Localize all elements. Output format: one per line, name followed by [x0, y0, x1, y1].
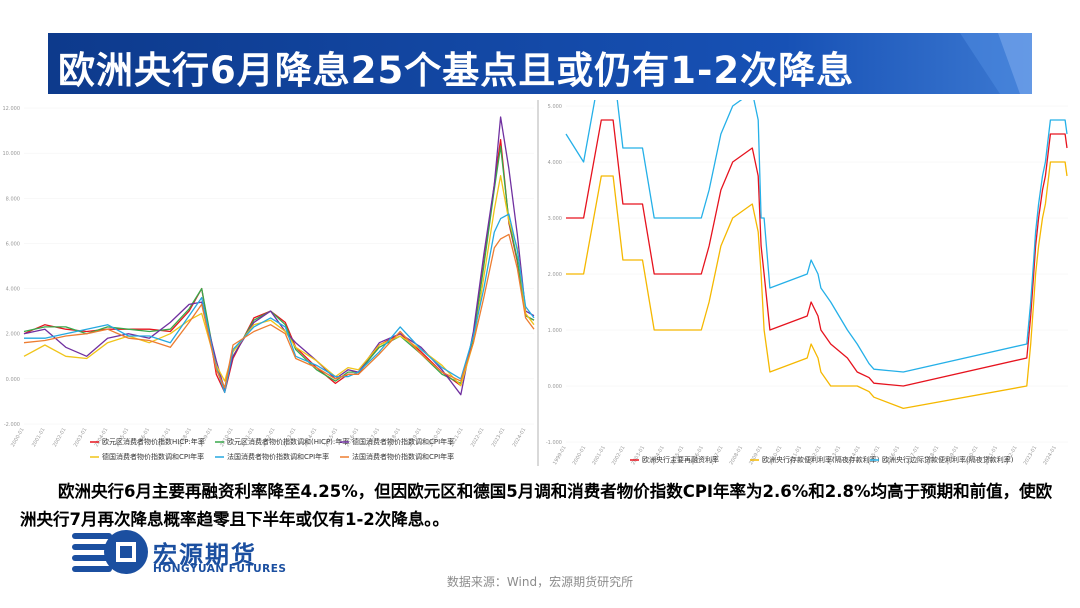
y-tick-label: 6.000 [6, 241, 20, 247]
y-tick-label: 0.000 [548, 384, 562, 390]
x-tick-label: 2000-01 [10, 427, 26, 448]
data-source: 数据来源：Wind，宏源期货研究所 [446, 575, 634, 589]
x-tick-label: 2024-01 [1042, 445, 1058, 466]
cpi-chart-panel: -2.000 0.000 2.000 4.000 6.000 8.000 10.000 12.… [2, 100, 536, 466]
x-tick-label: 2023-01 [1023, 445, 1039, 466]
legend-label: 欧洲央行边际贷款便利利率(隔夜贷款利率) [882, 455, 1014, 464]
x-tick-label: 2022-01 [470, 427, 486, 448]
legend-label: 欧元区消费者物价指数HICP:年率 [102, 437, 205, 446]
series-line-2 [565, 100, 1068, 373]
series-line-2 [23, 116, 535, 396]
series-line-0 [566, 119, 1068, 387]
x-tick-label: 2008-01 [729, 445, 745, 466]
legend-label: 德国消费者物价指数调和CPI年率 [102, 452, 204, 461]
y-tick-label: 4.000 [548, 160, 562, 166]
legend-label: 欧元区消费者物价指数调和(HICP):年率 [227, 437, 349, 446]
y-tick-label: 2.000 [548, 272, 562, 278]
legend-label: 法国消费者物价指数调和CPI年率 [227, 452, 329, 461]
x-tick-label: 2023-01 [491, 427, 507, 448]
y-tick-label: 0.000 [6, 377, 20, 383]
y-tick-label: 2.000 [6, 332, 20, 338]
y-tick-label: -1.000 [546, 440, 562, 446]
title-banner [48, 33, 1032, 94]
page-title: 欧洲央行6月降息25个基点且或仍有1-2次降息 [58, 49, 855, 92]
x-tick-label: 2003-01 [73, 427, 89, 448]
series-line-4 [24, 213, 535, 394]
y-tick-label: 8.000 [6, 196, 20, 202]
x-tick-label: 2001-01 [591, 445, 607, 466]
y-tick-label: 1.000 [548, 328, 562, 334]
legend-label: 欧洲央行存款便利利率(隔夜存款利率) [762, 455, 880, 464]
y-tick-label: 4.000 [6, 287, 20, 293]
legend-label: 欧洲央行主要再融资利率 [642, 455, 719, 464]
x-tick-label: 2000-01 [572, 445, 588, 466]
x-tick-label: 2002-01 [611, 445, 627, 466]
x-tick-label: 2001-01 [31, 427, 47, 448]
y-tick-label: 12.000 [3, 106, 21, 112]
y-tick-label: 5.000 [548, 104, 562, 110]
x-tick-label: 2024-01 [512, 427, 528, 448]
y-tick-label: 10.000 [3, 151, 21, 157]
y-tick-label: 3.000 [548, 216, 562, 222]
series-line-3 [23, 175, 535, 387]
cpi-chart: -2.000 0.000 2.000 4.000 6.000 8.000 10.000 12.… [3, 106, 535, 461]
legend-label: 德国消费者物价指数调和CPI年率 [352, 437, 454, 446]
hongyuan-logo-icon [72, 530, 148, 574]
x-tick-label: 1999-01 [552, 445, 568, 466]
logo-chinese-name: 宏源期货 [153, 541, 257, 569]
series-line-1 [23, 145, 535, 389]
series-line-5 [23, 233, 535, 389]
series-line-0 [23, 138, 535, 394]
legend-label: 法国消费者物价指数调和CPI年率 [352, 452, 454, 461]
ecb-rate-chart: -1.000 0.000 1.000 2.000 3.000 4.000 5.000 1999… [546, 100, 1068, 466]
panel-divider [537, 100, 539, 466]
x-tick-label: 2002-01 [52, 427, 68, 448]
summary-paragraph: 欧洲央行6月主要再融资利率降至4.25%，但因欧元区和德国5月调和消费者物价指数… [20, 482, 1053, 529]
logo-english-name: HONGYUAN FUTURES [153, 563, 287, 575]
series-line-1 [566, 161, 1068, 410]
y-tick-label: -2.000 [4, 422, 20, 428]
ecb-rate-chart-panel: -1.000 0.000 1.000 2.000 3.000 4.000 5.000 1999… [540, 100, 1076, 466]
